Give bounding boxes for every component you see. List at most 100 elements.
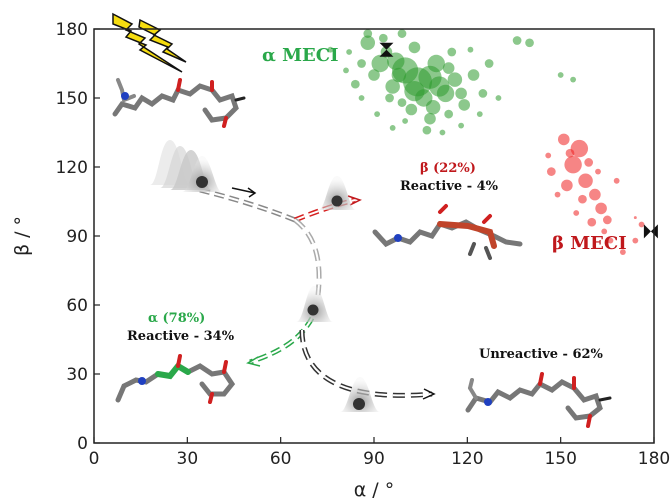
beta-meci-point [564, 156, 582, 174]
alpha-meci-point [387, 52, 405, 70]
x-tick-label: 30 [177, 449, 199, 469]
alpha-meci-point [327, 46, 334, 53]
beta-meci-point [607, 237, 614, 244]
alpha-meci-point [360, 35, 376, 51]
y-tick-label: 30 [66, 365, 88, 385]
molecule-beta-product [372, 204, 523, 260]
alpha-meci-point [389, 125, 396, 131]
alpha-meci-point [385, 93, 394, 103]
alpha-meci-point [478, 89, 488, 98]
alpha-meci-point [427, 54, 445, 73]
y-tick-label: 150 [56, 89, 88, 109]
wavepacket-unreactive [340, 377, 380, 412]
axis-ticks: 0 30 60 90 120 150 180 0 30 60 90 120 150 180 [56, 20, 670, 469]
beta-yield-label: β (22%) [420, 161, 476, 176]
alpha-meci-point [512, 36, 522, 45]
x-tick-label: 0 [89, 449, 100, 469]
y-tick-label: 90 [66, 227, 88, 247]
beta-reactive-label: Reactive - 4% [400, 179, 499, 194]
alpha-meci-point [397, 29, 407, 38]
lightning-icon [112, 12, 187, 73]
alpha-meci-marker [379, 42, 394, 57]
alpha-meci-point [368, 69, 380, 81]
alpha-meci-point [444, 109, 454, 119]
alpha-meci-point [458, 122, 465, 129]
alpha-meci-point [439, 129, 446, 136]
alpha-meci-point [570, 76, 577, 83]
beta-meci-point [595, 202, 607, 215]
alpha-meci-point [378, 33, 388, 43]
alpha-meci-point [436, 84, 455, 103]
alpha-meci-point [343, 67, 349, 74]
molecule-unreactive [465, 372, 612, 428]
alpha-yield-label: α (78%) [148, 311, 205, 326]
alpha-meci-point [350, 79, 360, 89]
y-axis-label: β / ° [11, 216, 33, 256]
alpha-meci-point [425, 99, 441, 115]
alpha-meci-point [363, 29, 373, 38]
y-tick-label: 180 [56, 20, 88, 40]
beta-meci-point [545, 152, 552, 159]
alpha-meci-point [408, 41, 421, 54]
beta-meci-point [602, 215, 612, 225]
x-tick-label: 60 [270, 449, 292, 469]
wavepacket-beta [318, 176, 356, 210]
x-axis-label: α / ° [354, 479, 395, 501]
wavepacket-ci [296, 286, 333, 322]
alpha-meci-point [447, 47, 457, 57]
beta-meci-point [619, 249, 626, 256]
beta-meci-point [561, 179, 573, 192]
molecule-reactant [112, 78, 246, 128]
beta-meci-point [578, 173, 593, 189]
alpha-meci-point [358, 95, 365, 101]
beta-meci-point [578, 194, 587, 204]
alpha-meci-point [442, 62, 455, 74]
beta-meci-point [632, 237, 639, 244]
beta-meci-point [638, 221, 645, 228]
wavepacket-start [150, 140, 222, 192]
alpha-reactive-label: Reactive - 34% [127, 329, 235, 344]
alpha-meci-point [424, 112, 436, 125]
alpha-meci-point [404, 80, 425, 102]
alpha-meci-point [385, 79, 400, 94]
molecule-alpha-product [115, 354, 236, 404]
y-tick-label: 0 [77, 434, 88, 454]
beta-meci-scatter [545, 133, 645, 256]
beta-meci-point [546, 167, 556, 176]
x-tick-label: 150 [544, 449, 576, 469]
beta-meci-label: β MECI [552, 233, 627, 254]
alpha-meci-point [422, 125, 432, 135]
alpha-meci-point [447, 72, 463, 87]
y-tick-label: 60 [66, 296, 88, 316]
y-tick-label: 120 [56, 158, 88, 178]
alpha-meci-point [557, 72, 564, 78]
unreactive-label: Unreactive - 62% [479, 347, 604, 362]
alpha-meci-point [374, 111, 381, 117]
beta-meci-point [557, 133, 570, 146]
beta-meci-point [565, 148, 575, 158]
beta-meci-point [589, 188, 601, 201]
alpha-meci-point [467, 69, 480, 81]
alpha-meci-label: α MECI [262, 45, 339, 66]
beta-meci-point [554, 191, 561, 198]
alpha-meci-point [495, 95, 502, 101]
beta-meci-point [613, 177, 620, 184]
alpha-meci-point [525, 38, 534, 48]
x-tick-label: 180 [638, 449, 670, 469]
alpha-meci-point [467, 46, 474, 53]
alpha-meci-point [405, 103, 418, 116]
x-tick-label: 90 [363, 449, 385, 469]
arrowheads [231, 187, 436, 400]
alpha-meci-point [357, 59, 366, 68]
beta-meci-marker [643, 224, 658, 239]
beta-meci-point [570, 139, 589, 158]
alpha-meci-scatter [327, 29, 577, 136]
x-tick-label: 120 [451, 449, 483, 469]
alpha-meci-point [391, 67, 407, 83]
alpha-meci-point [458, 99, 471, 111]
beta-meci-point [633, 216, 637, 220]
alpha-meci-point [455, 87, 467, 100]
alpha-meci-point [397, 98, 407, 107]
beta-meci-point [584, 158, 594, 167]
